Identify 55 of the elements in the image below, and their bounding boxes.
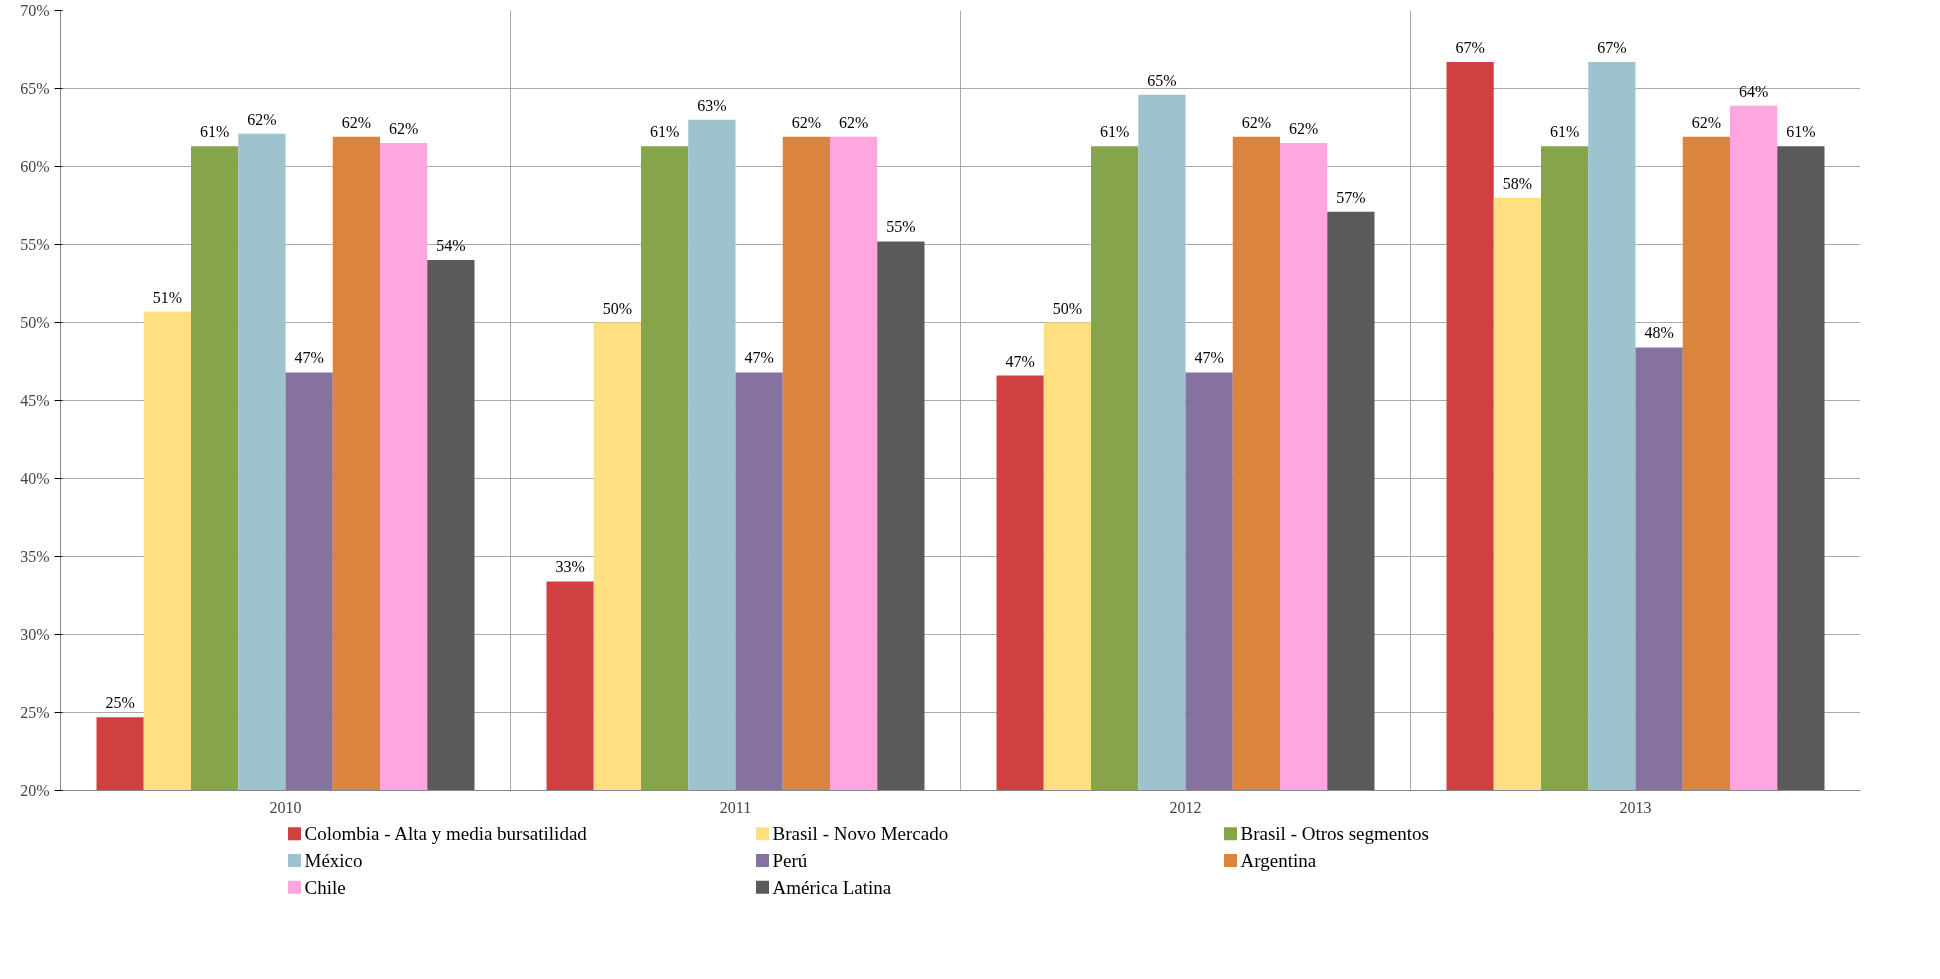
legend-label: América Latina — [772, 876, 892, 898]
data-label: 62% — [341, 113, 372, 131]
y-tick-label: 25% — [20, 704, 50, 721]
data-label: 55% — [886, 218, 916, 236]
data-label: 54% — [436, 237, 466, 255]
data-label: 47% — [1005, 352, 1035, 370]
legend-label: Colombia - Alta y media bursatilidad — [304, 823, 588, 845]
legend-label: Perú — [772, 850, 808, 871]
data-label: 61% — [199, 123, 230, 141]
data-label: 67% — [1455, 38, 1485, 56]
data-label: 62% — [838, 113, 869, 131]
y-tick-label: 35% — [20, 548, 50, 565]
x-tick-label: 2010 — [269, 798, 302, 816]
data-label: 64% — [1738, 82, 1769, 100]
legend-label: Chile — [304, 876, 346, 898]
y-tick-label: 45% — [20, 392, 50, 409]
y-tick-label: 50% — [20, 314, 50, 331]
legend-label: Brasil - Novo Mercado — [772, 823, 949, 845]
y-tick-label: 40% — [20, 470, 50, 487]
legend-label: Argentina — [1240, 850, 1317, 871]
y-tick-label: 55% — [20, 236, 50, 253]
data-label: 62% — [247, 110, 277, 128]
y-tick-label: 30% — [20, 626, 50, 643]
data-label: 57% — [1336, 188, 1366, 206]
data-label: 47% — [294, 349, 324, 367]
data-label: 62% — [1691, 113, 1722, 131]
data-label: 61% — [1549, 123, 1580, 141]
data-label: 58% — [1502, 174, 1533, 192]
data-label: 62% — [791, 113, 822, 131]
x-tick-label: 2012 — [1169, 798, 1202, 816]
data-label: 25% — [105, 694, 135, 712]
data-label: 51% — [152, 288, 183, 306]
data-label: 67% — [1597, 38, 1627, 56]
data-label: 62% — [1241, 113, 1272, 131]
data-label: 47% — [1194, 349, 1224, 367]
data-label: 65% — [1147, 71, 1177, 89]
y-tick-label: 70% — [20, 2, 50, 19]
x-tick-label: 2011 — [719, 798, 752, 816]
legend-label: Brasil - Otros segmentos — [1240, 823, 1429, 845]
data-label: 33% — [555, 558, 585, 576]
data-label: 61% — [1099, 123, 1130, 141]
data-label: 61% — [649, 123, 680, 141]
data-label: 62% — [388, 120, 419, 138]
data-label: 61% — [1786, 123, 1816, 141]
data-label: 63% — [697, 96, 727, 114]
y-tick-label: 65% — [20, 80, 50, 97]
x-tick-label: 2013 — [1619, 798, 1652, 816]
data-label: 50% — [1052, 299, 1083, 317]
legend-label: México — [304, 850, 363, 871]
data-label: 47% — [744, 349, 774, 367]
data-label: 50% — [602, 299, 633, 317]
y-tick-label: 60% — [20, 158, 50, 175]
data-label: 62% — [1288, 120, 1319, 138]
y-tick-label: 20% — [20, 782, 50, 799]
data-label: 48% — [1644, 324, 1674, 342]
